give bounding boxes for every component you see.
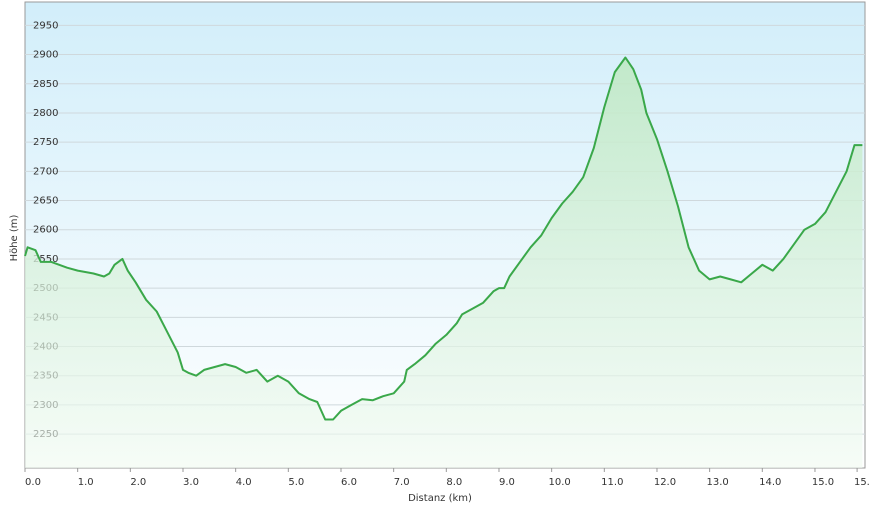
y-tick-label: 2650 bbox=[33, 196, 58, 207]
x-tick-label: 13.0 bbox=[707, 477, 729, 488]
x-axis-label: Distanz (km) bbox=[408, 493, 472, 504]
x-tick-label: 15.8 bbox=[854, 477, 870, 488]
y-tick-label: 2900 bbox=[33, 50, 58, 61]
x-tick-label: 3.0 bbox=[183, 477, 199, 488]
y-tick-label: 2550 bbox=[33, 254, 58, 265]
y-tick-label: 2850 bbox=[33, 79, 58, 90]
x-tick-label: 12.0 bbox=[654, 477, 676, 488]
x-tick-label: 4.0 bbox=[236, 477, 252, 488]
y-axis-label: Höhe (m) bbox=[9, 214, 20, 261]
y-tick-label: 2700 bbox=[33, 166, 58, 177]
y-tick-label: 2950 bbox=[33, 20, 58, 31]
x-tick-label: 5.0 bbox=[288, 477, 304, 488]
x-tick-label: 10.0 bbox=[549, 477, 571, 488]
y-tick-label: 2600 bbox=[33, 225, 58, 236]
x-tick-label: 8.0 bbox=[446, 477, 462, 488]
x-tick-label: 0.0 bbox=[25, 477, 41, 488]
area bbox=[25, 57, 863, 468]
x-tick-label: 6.0 bbox=[341, 477, 357, 488]
x-tick-label: 15.0 bbox=[812, 477, 834, 488]
y-tick-label: 2750 bbox=[33, 137, 58, 148]
x-tick-label: 9.0 bbox=[499, 477, 515, 488]
line bbox=[24, 56, 863, 421]
x-tick-label: 2.0 bbox=[130, 477, 146, 488]
x-tick-label: 11.0 bbox=[601, 477, 623, 488]
x-tick-label: 7.0 bbox=[394, 477, 410, 488]
x-tick-label: 1.0 bbox=[78, 477, 94, 488]
y-tick-label: 2800 bbox=[33, 108, 58, 119]
x-tick-label: 14.0 bbox=[759, 477, 781, 488]
